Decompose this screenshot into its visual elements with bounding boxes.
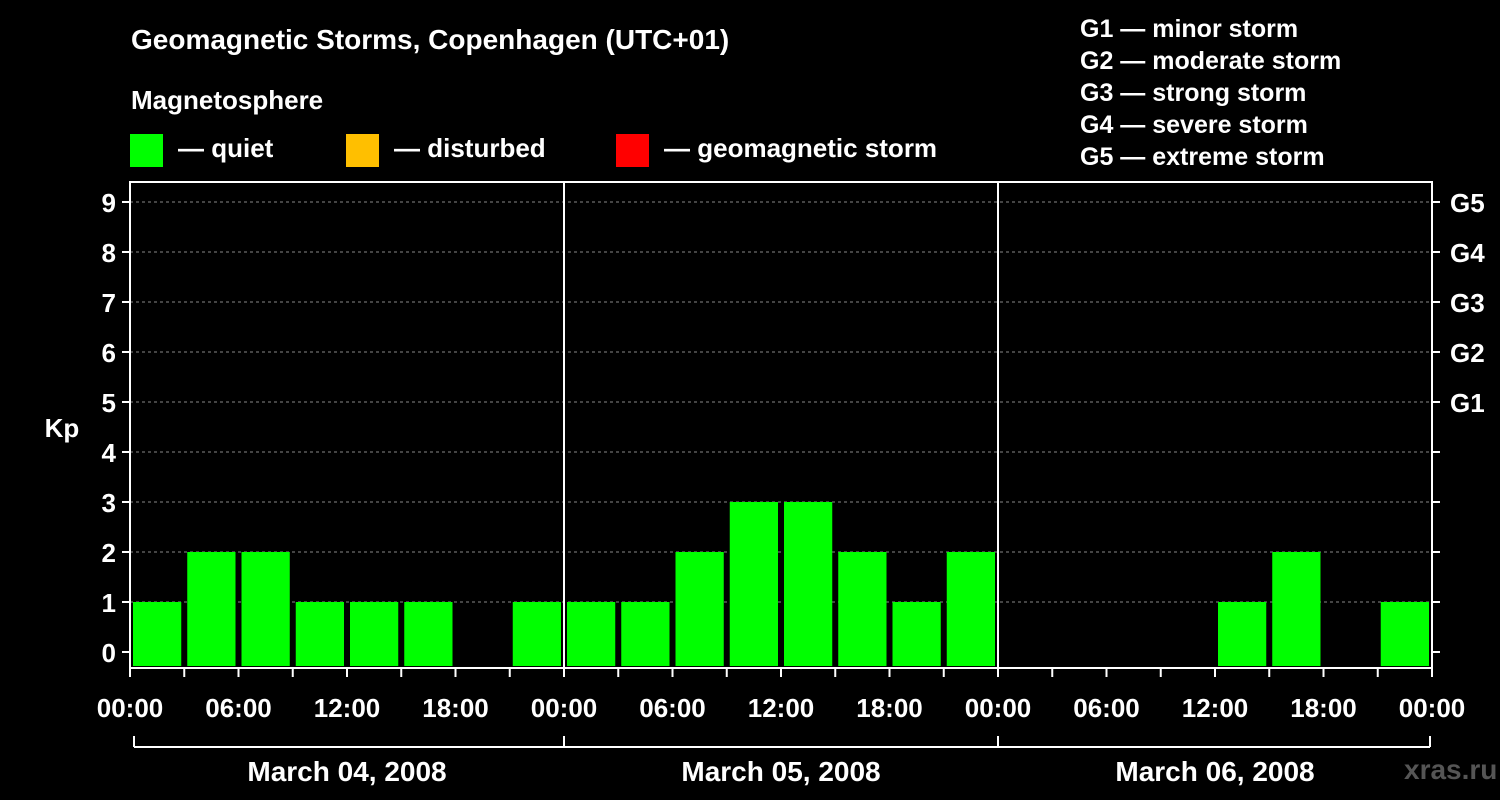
chart-title: Geomagnetic Storms, Copenhagen (UTC+01) [131,24,730,55]
x-tick-label: 18:00 [856,693,923,723]
day-label: March 06, 2008 [1115,756,1314,787]
storm-level-g5: G5 — extreme storm [1080,143,1325,171]
storm-scale-label: G1 [1450,388,1485,418]
kp-bar [784,502,833,666]
x-tick-label: 06:00 [1073,693,1140,723]
storm-level-g4: G4 — severe storm [1080,111,1308,139]
storm-scale-label: G4 [1450,238,1485,268]
x-tick-label: 18:00 [1290,693,1357,723]
kp-bar [838,552,887,666]
x-tick-label: 00:00 [965,693,1032,723]
kp-bar [1272,552,1321,666]
x-tick-label: 12:00 [1182,693,1249,723]
y-tick-label: 8 [102,238,116,268]
day-label: March 04, 2008 [247,756,446,787]
kp-bar [621,602,670,666]
legend-label-disturbed: — disturbed [394,133,546,163]
y-tick-label: 9 [102,188,116,218]
x-tick-label: 00:00 [531,693,598,723]
storm-level-g2: G2 — moderate storm [1080,47,1342,75]
y-tick-label: 7 [102,288,116,318]
y-tick-label: 2 [102,538,116,568]
kp-bar [133,602,182,666]
kp-bar [241,552,290,666]
brand-watermark: xras.ru [1404,754,1498,785]
y-tick-label: 3 [102,488,116,518]
kp-bar [404,602,453,666]
storm-scale-label: G3 [1450,288,1485,318]
x-tick-label: 00:00 [1399,693,1466,723]
kp-bar [350,602,399,666]
day-label: March 05, 2008 [681,756,880,787]
storm-scale-label: G5 [1450,188,1485,218]
storm-level-g3: G3 — strong storm [1080,79,1307,107]
kp-bar [946,552,995,666]
kp-bar [1218,602,1267,666]
kp-bar [729,502,778,666]
magnetosphere-heading: Magnetosphere [131,85,324,115]
x-tick-label: 06:00 [639,693,706,723]
kp-bar [187,552,236,666]
y-tick-label: 6 [102,338,116,368]
y-tick-label: 5 [102,388,116,418]
legend-swatch-quiet [130,134,163,167]
x-tick-label: 00:00 [97,693,164,723]
kp-bar [675,552,724,666]
kp-bar [892,602,941,666]
y-axis-label: Kp [45,413,80,443]
x-tick-label: 18:00 [422,693,489,723]
x-tick-label: 06:00 [205,693,272,723]
kp-bar [1380,602,1429,666]
legend-swatch-storm [616,134,649,167]
legend-swatch-disturbed [346,134,379,167]
plot-frame [129,181,1433,669]
x-tick-label: 12:00 [314,693,381,723]
legend-label-quiet: — quiet [178,133,274,163]
y-tick-label: 0 [102,638,116,668]
y-tick-label: 4 [102,438,117,468]
y-tick-label: 1 [102,588,116,618]
kp-bar [512,602,561,666]
kp-bar [295,602,344,666]
kp-bar [567,602,616,666]
storm-scale-label: G2 [1450,338,1485,368]
x-tick-label: 12:00 [748,693,815,723]
legend-label-storm: — geomagnetic storm [664,133,938,163]
storm-level-g1: G1 — minor storm [1080,15,1299,43]
